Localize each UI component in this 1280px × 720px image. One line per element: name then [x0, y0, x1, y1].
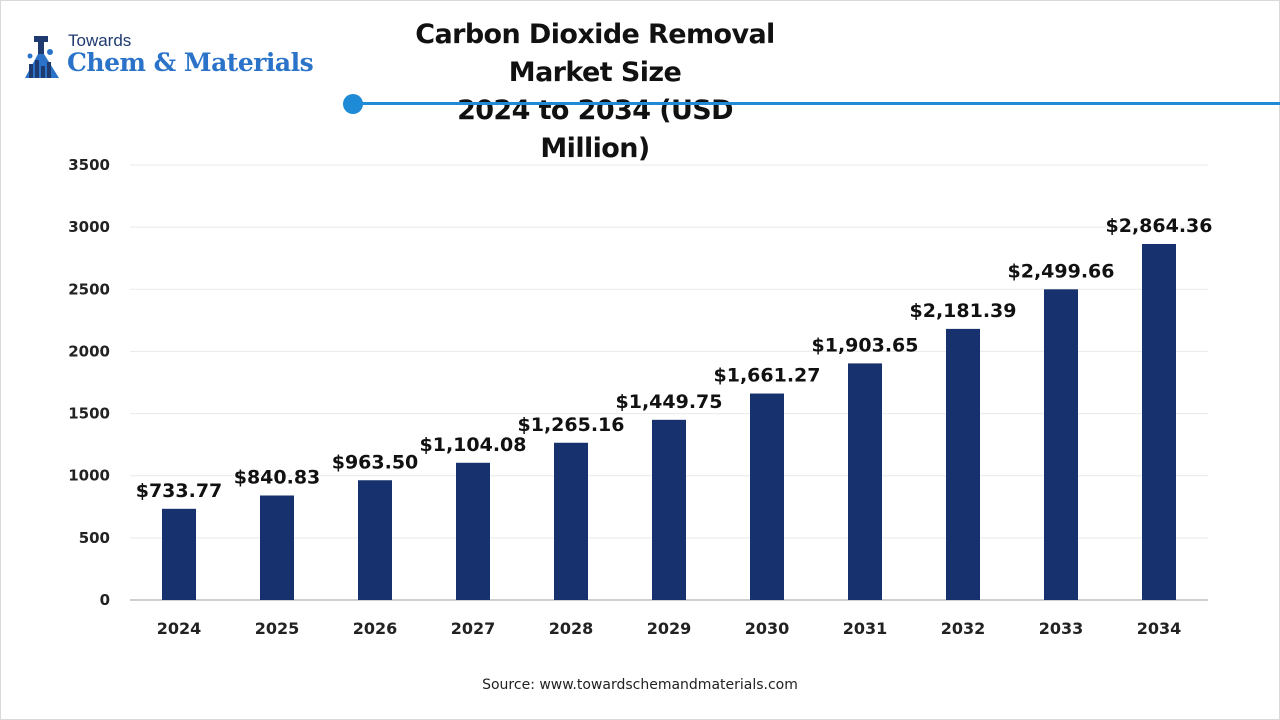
data-label: $1,265.16: [518, 414, 625, 436]
data-label: $733.77: [136, 480, 223, 502]
bar: [554, 442, 588, 600]
y-tick-label: 2500: [68, 280, 110, 298]
chart-title-line-1: Carbon Dioxide Removal Market Size: [415, 19, 775, 88]
bar: [848, 363, 882, 600]
data-label: $1,449.75: [616, 391, 723, 413]
logo-top-text: Towards: [68, 31, 132, 50]
y-tick-label: 2000: [68, 342, 110, 360]
x-tick-label: 2029: [647, 619, 692, 638]
bar: [946, 328, 980, 600]
x-tick-label: 2034: [1137, 619, 1182, 638]
data-label: $2,499.66: [1008, 260, 1115, 282]
data-label: $963.50: [332, 451, 419, 473]
x-tick-label: 2028: [549, 619, 594, 638]
bar: [750, 393, 784, 600]
x-tick-label: 2033: [1039, 619, 1084, 638]
x-tick-label: 2032: [941, 619, 986, 638]
bar: [652, 419, 686, 600]
x-tick-label: 2024: [157, 619, 202, 638]
bar: [260, 495, 294, 600]
y-tick-label: 1500: [68, 405, 110, 423]
data-label: $1,661.27: [714, 365, 821, 387]
x-tick-label: 2026: [353, 619, 398, 638]
x-tick-label: 2030: [745, 619, 790, 638]
data-label: $2,864.36: [1106, 215, 1213, 237]
flask-icon: [25, 36, 59, 78]
source-text: Source: www.towardschemandmaterials.com: [482, 677, 798, 693]
y-tick-label: 3000: [68, 218, 110, 236]
bar: [1142, 244, 1176, 600]
logo-main-text: Chem & Materials: [67, 48, 314, 77]
y-tick-label: 1000: [68, 467, 110, 485]
bar: [456, 462, 490, 600]
y-tick-label: 3500: [68, 156, 110, 174]
data-label: $1,903.65: [812, 334, 919, 356]
bar: [1044, 289, 1078, 600]
bar: [358, 480, 392, 600]
logo: Towards Chem & Materials: [20, 28, 340, 86]
data-label: $2,181.39: [910, 300, 1017, 322]
x-tick-label: 2025: [255, 619, 300, 638]
data-label: $1,104.08: [420, 434, 527, 456]
x-tick-label: 2027: [451, 619, 496, 638]
divider-line: [360, 102, 1280, 105]
bar: [162, 508, 196, 600]
y-tick-label: 0: [100, 591, 110, 609]
chart-title-line-2: 2024 to 2034 (USD Million): [457, 95, 733, 164]
divider-dot: [343, 94, 363, 114]
chart-title: Carbon Dioxide Removal Market Size 2024 …: [400, 16, 790, 168]
y-tick-label: 500: [79, 529, 110, 547]
x-tick-label: 2031: [843, 619, 888, 638]
data-label: $840.83: [234, 466, 321, 488]
